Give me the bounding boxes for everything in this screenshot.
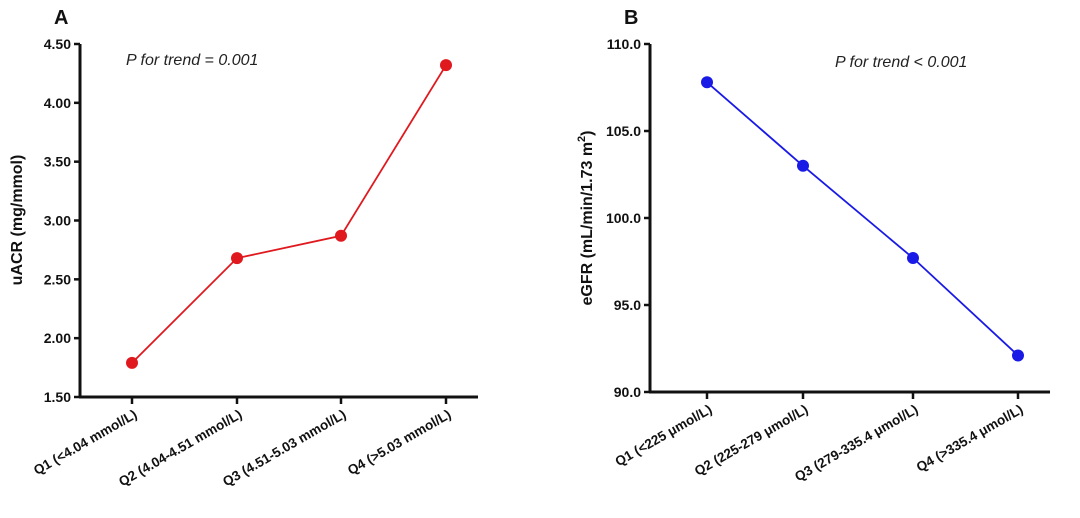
- panel-label-b: B: [624, 7, 638, 29]
- x-tick-label: Q4 (>5.03 mmol/L): [345, 407, 454, 478]
- y-axis-label-b: eGFR (mL/min/1.73 m2): [576, 130, 596, 305]
- y-tick-label: 95.0: [614, 297, 641, 313]
- y-tick-label: 110.0: [607, 36, 641, 52]
- chart-a: A P for trend = 0.001 uACR (mg/mmol) 1.5…: [9, 7, 478, 489]
- y-axis-label-a: uACR (mg/mmol): [9, 155, 26, 286]
- y-tick-label: 105.0: [606, 123, 641, 139]
- y-axis-label-b-main: eGFR (mL/min/1.73 m: [579, 142, 596, 306]
- y-tick-label: 4.00: [44, 95, 71, 111]
- y-tick-label: 3.50: [44, 154, 71, 170]
- y-tick-label: 90.0: [614, 384, 641, 400]
- panel-label-a: A: [54, 7, 68, 29]
- y-axis-label-b-sup: 2: [576, 136, 588, 142]
- data-point: [701, 76, 713, 89]
- data-point: [907, 252, 919, 265]
- data-point: [797, 159, 809, 172]
- x-tick-label: Q4 (>335.4 μmol/L): [914, 402, 1026, 475]
- data-point: [126, 356, 138, 369]
- annotation-a: P for trend = 0.001: [126, 52, 258, 69]
- y-tick-label: 1.50: [44, 389, 71, 405]
- data-point: [1012, 349, 1024, 362]
- y-tick-label: 4.50: [44, 36, 71, 52]
- x-tick-label: Q1 (<4.04 mmol/L): [31, 407, 140, 478]
- series-line-b: [706, 81, 1019, 357]
- series-line-a: [131, 64, 447, 364]
- y-axis-label-b-close: ): [579, 130, 596, 135]
- y-tick-label: 100.0: [606, 210, 641, 226]
- chart-b: B P for trend < 0.001 eGFR (mL/min/1.73 …: [576, 7, 1050, 484]
- x-tick-label: Q3 (279-335.4 μmol/L): [792, 402, 920, 485]
- y-tick-label: 2.00: [44, 330, 71, 346]
- y-tick-label: 2.50: [44, 271, 71, 287]
- data-point: [231, 252, 243, 265]
- x-tick-label: Q1 (<225 μmol/L): [612, 402, 714, 470]
- data-point: [335, 229, 347, 242]
- data-point: [440, 59, 452, 72]
- annotation-b: P for trend < 0.001: [835, 54, 967, 71]
- y-tick-label: 3.00: [44, 213, 71, 229]
